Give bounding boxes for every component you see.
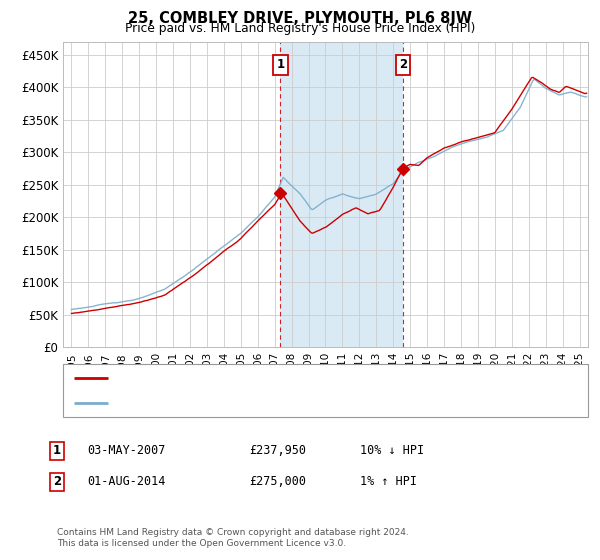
Text: 2: 2 — [399, 58, 407, 71]
Text: 25, COMBLEY DRIVE, PLYMOUTH, PL6 8JW: 25, COMBLEY DRIVE, PLYMOUTH, PL6 8JW — [128, 11, 472, 26]
Text: HPI: Average price, detached house, City of Plymouth: HPI: Average price, detached house, City… — [117, 398, 416, 408]
Text: 1: 1 — [53, 444, 61, 458]
Text: 03-MAY-2007: 03-MAY-2007 — [87, 444, 166, 458]
Text: 1% ↑ HPI: 1% ↑ HPI — [360, 475, 417, 488]
Text: 01-AUG-2014: 01-AUG-2014 — [87, 475, 166, 488]
Text: 25, COMBLEY DRIVE, PLYMOUTH, PL6 8JW (detached house): 25, COMBLEY DRIVE, PLYMOUTH, PL6 8JW (de… — [117, 374, 450, 384]
Text: £237,950: £237,950 — [249, 444, 306, 458]
Text: 1: 1 — [276, 58, 284, 71]
Text: Contains HM Land Registry data © Crown copyright and database right 2024.
This d: Contains HM Land Registry data © Crown c… — [57, 528, 409, 548]
Text: £275,000: £275,000 — [249, 475, 306, 488]
Text: Price paid vs. HM Land Registry's House Price Index (HPI): Price paid vs. HM Land Registry's House … — [125, 22, 475, 35]
Text: 2: 2 — [53, 475, 61, 488]
Text: 10% ↓ HPI: 10% ↓ HPI — [360, 444, 424, 458]
Bar — [280, 42, 403, 347]
